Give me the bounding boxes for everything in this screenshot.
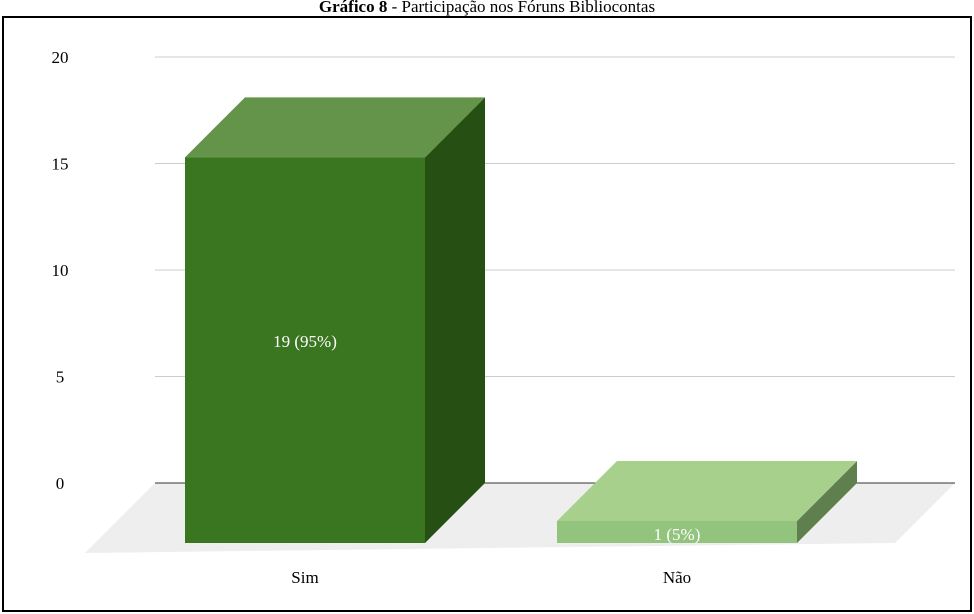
bar-side [797, 461, 857, 543]
x-category-label: Não [663, 568, 691, 587]
y-tick-label: 5 [56, 368, 65, 387]
data-label: 1 (5%) [654, 525, 701, 544]
y-tick-label: 0 [56, 474, 65, 493]
data-label: 19 (95%) [273, 332, 337, 351]
chart-title: Gráfico 8 - Participação nos Fóruns Bibl… [0, 0, 974, 16]
y-tick-label: 20 [52, 48, 69, 67]
bar-side [425, 97, 485, 544]
bar-top [557, 461, 857, 521]
x-category-label: Sim [291, 568, 318, 587]
bar-front [557, 521, 797, 543]
bar-nao [557, 461, 857, 543]
bar-front [185, 157, 425, 543]
bar-top [185, 97, 485, 158]
chart-title-text: - Participação nos Fóruns Bibliocontas [387, 0, 656, 16]
chart-title-number: Gráfico 8 [318, 0, 388, 16]
y-tick-label: 15 [52, 155, 69, 174]
bar-sim [185, 97, 485, 544]
y-tick-label: 10 [52, 261, 69, 280]
